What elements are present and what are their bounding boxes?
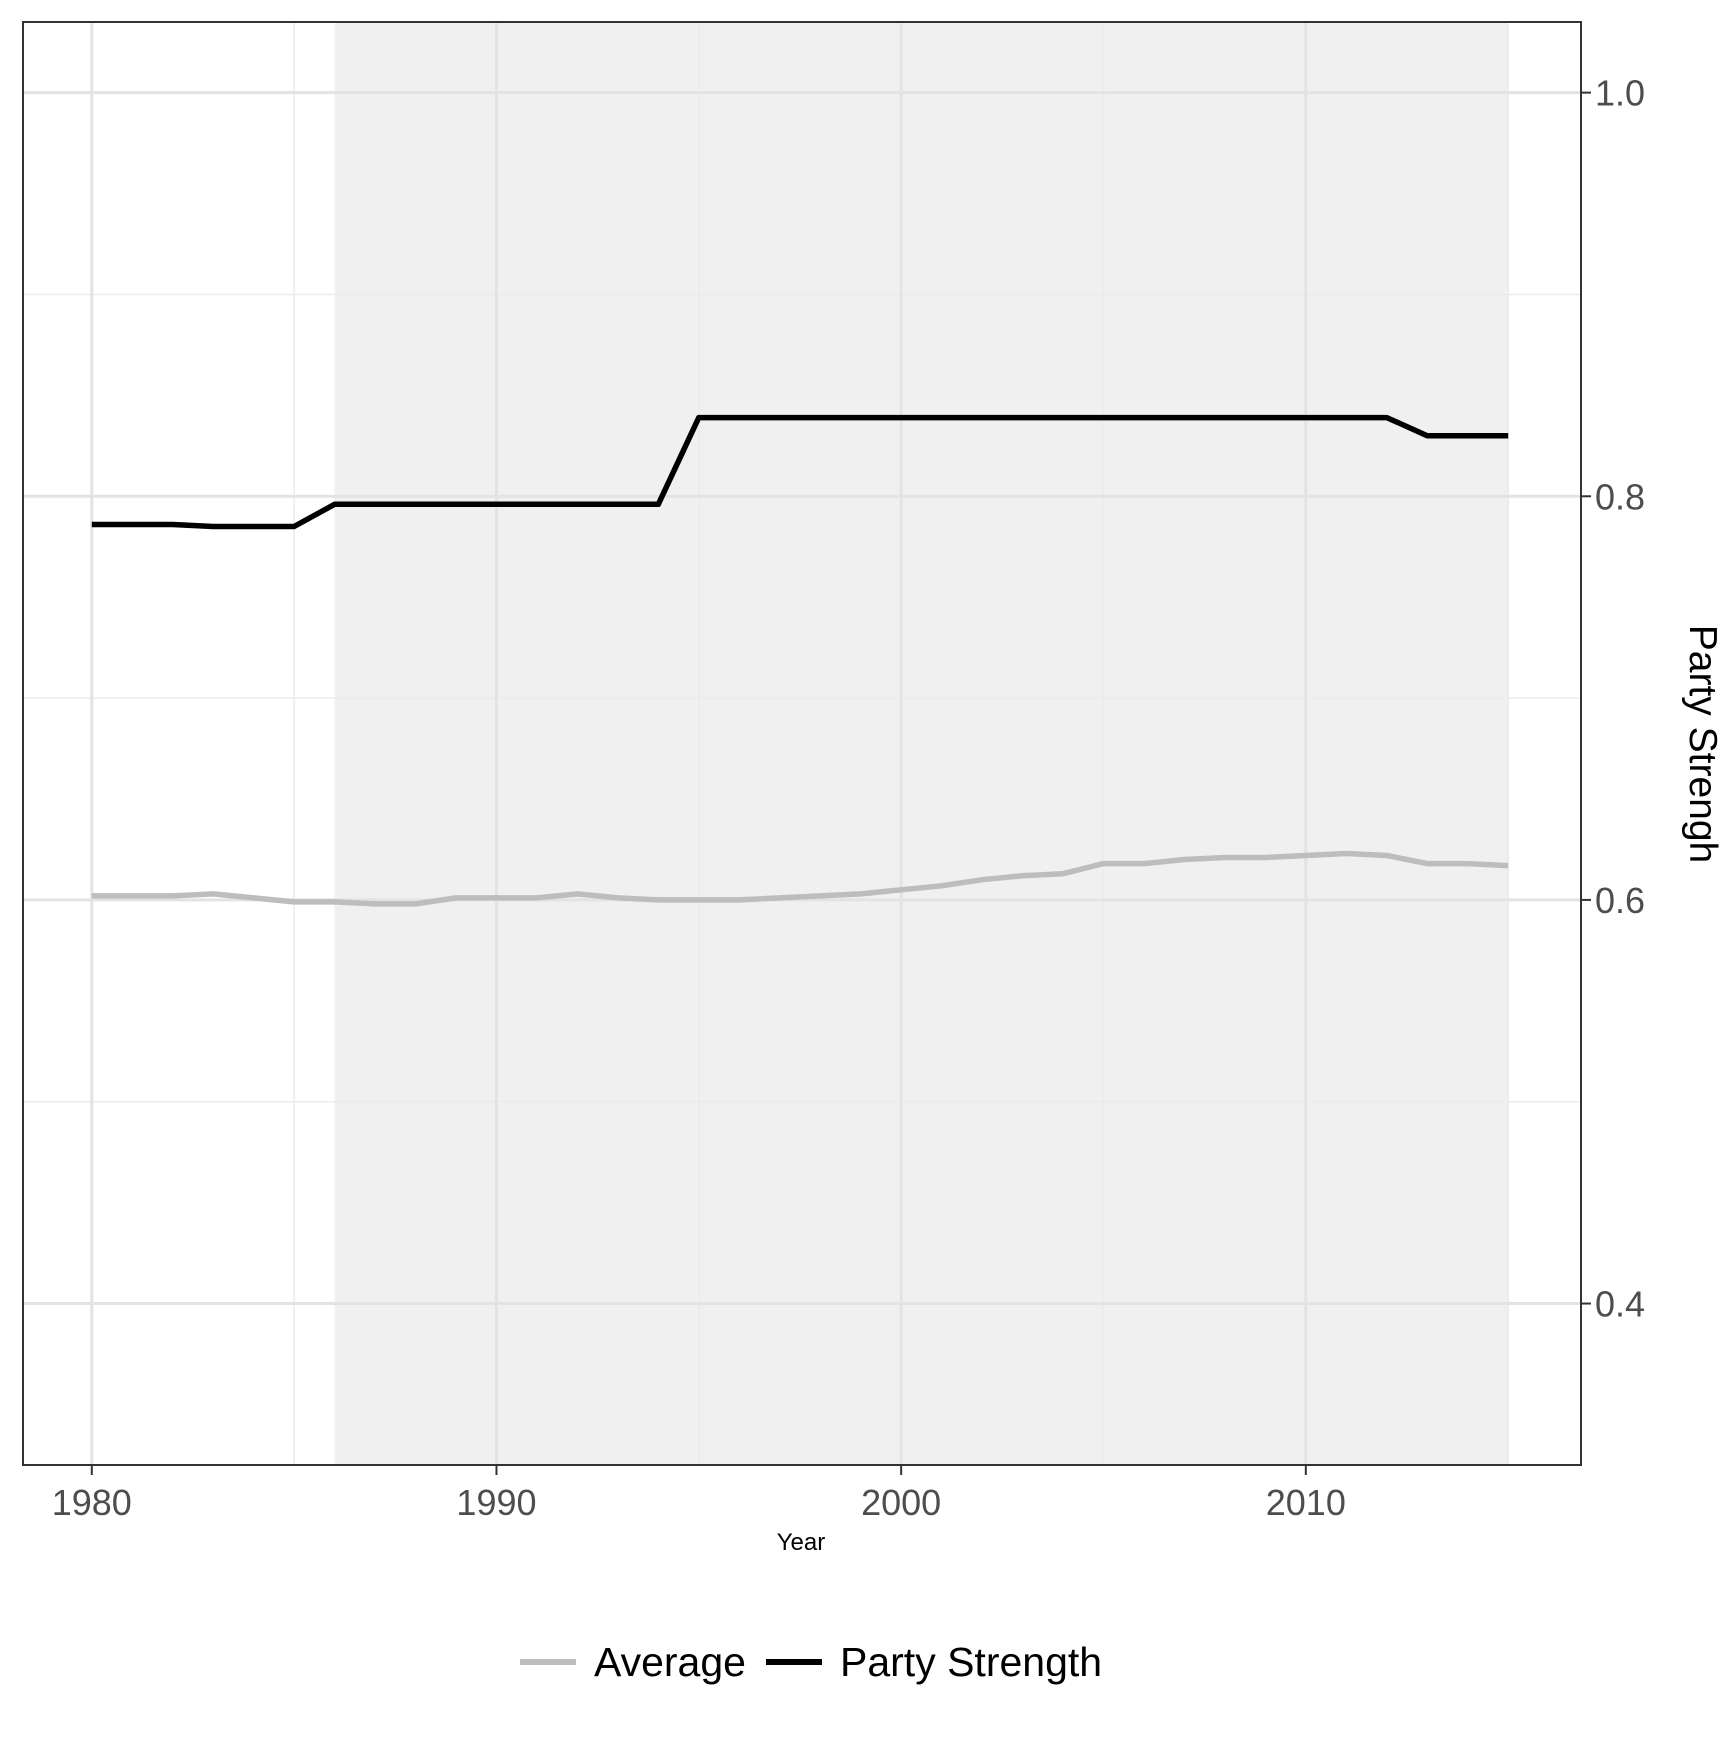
y-axis-title: Party Strengh: [1681, 625, 1724, 863]
y-axis: 0.4 0.6 0.8 1.0: [1581, 73, 1645, 1325]
x-tick-label: 2000: [861, 1482, 941, 1523]
legend-label: Party Strength: [840, 1639, 1102, 1685]
series-line-average: [91, 850, 1509, 907]
y-tick-label: 1.0: [1595, 73, 1645, 114]
y-tick-label: 0.8: [1595, 476, 1645, 517]
series-line-party-strength: [91, 414, 1509, 530]
y-tick-label: 0.4: [1595, 1284, 1645, 1325]
legend-label: Average: [594, 1639, 746, 1685]
x-tick-label: 1980: [52, 1482, 132, 1523]
shaded-period: [334, 22, 1509, 1465]
legend: Average Party Strength: [520, 1639, 1102, 1685]
series-lines: [91, 414, 1509, 907]
y-tick-label: 0.6: [1595, 880, 1645, 921]
x-axis: 1980 1990 2000 2010: [52, 1465, 1346, 1523]
plot-border: [22, 21, 1582, 1466]
x-tick-label: 2010: [1266, 1482, 1346, 1523]
minor-gridlines: [23, 22, 1581, 1465]
x-axis-title: Year: [777, 1529, 826, 1556]
x-tick-label: 1990: [456, 1482, 536, 1523]
